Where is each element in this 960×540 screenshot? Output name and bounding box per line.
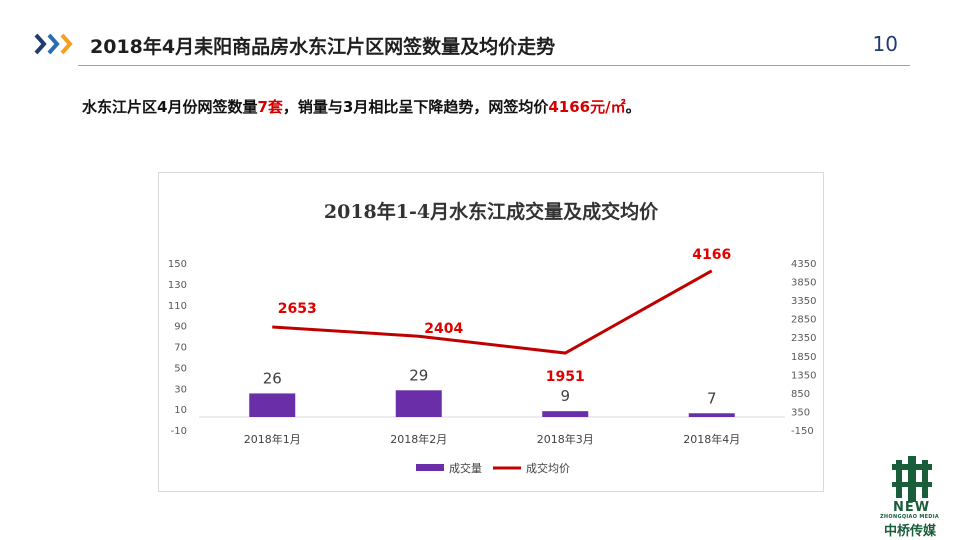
legend-label-volume: 成交量: [449, 461, 482, 475]
x-category-label: 2018年2月: [390, 432, 447, 446]
y-right-tick-label: -150: [791, 426, 814, 437]
x-category-label: 2018年1月: [244, 432, 301, 446]
bar-volume: [542, 411, 589, 417]
bar-value-label: 7: [707, 389, 717, 407]
line-value-label: 1951: [546, 369, 585, 385]
combo-chart: 2018年1-4月水东江成交量及成交均价 -10 10 30 50 70 90 110 130…: [168, 200, 817, 475]
line-value-label: 4166: [692, 247, 731, 263]
y-left-tick-label: 110: [168, 301, 187, 312]
chart-panel: 2018年1-4月水东江成交量及成交均价 -10 10 30 50 70 90 110 130…: [158, 172, 824, 492]
bar-volume: [249, 393, 296, 417]
summary-middle: ，销量与3月相比呈下降趋势，网签均价: [282, 98, 549, 116]
page-title: 2018年4月耒阳商品房水东江片区网签数量及均价走势: [90, 36, 556, 58]
y-left-tick-label: 30: [174, 384, 187, 395]
summary-suffix: 。: [625, 98, 641, 116]
y-right-tick-label: 4350: [791, 259, 816, 270]
header-divider: [78, 65, 910, 66]
y-left-tick-label: 10: [174, 405, 187, 416]
summary-prefix: 水东江片区4月份网签数量: [82, 98, 258, 116]
summary-price: 4166元/㎡: [548, 98, 626, 116]
y-right-tick-label: 350: [791, 407, 810, 418]
y-right-tick-label: 2350: [791, 333, 816, 344]
y-right-tick-label: 850: [791, 389, 810, 400]
y-left-tick-label: 50: [174, 363, 187, 374]
y-left-tick-label: 70: [174, 343, 187, 354]
brand-logo-icon: [892, 456, 932, 502]
bar-value-label: 9: [560, 387, 570, 405]
header-arrows-icon: [34, 33, 73, 55]
bar-value-label: 29: [409, 366, 428, 384]
series-line-price: [272, 269, 713, 355]
y-right-tick-label: 2850: [791, 315, 816, 326]
y-right-tick-label: 3850: [791, 278, 816, 289]
x-category-label: 2018年3月: [537, 432, 594, 446]
y-right-tick-label: 1350: [791, 370, 816, 381]
brand-sub-label: ZHONGQIAO MEDIA: [880, 514, 940, 520]
bar-volume: [688, 413, 735, 417]
line-value-label: 2404: [424, 321, 463, 337]
line-value-label: 2653: [278, 301, 317, 317]
page-number: 10: [872, 32, 898, 56]
y-left-tick-label: 130: [168, 280, 187, 291]
bar-volume: [395, 390, 442, 417]
y-left-tick-label: 150: [168, 259, 187, 270]
y-right-tick-label: 3350: [791, 296, 816, 307]
x-category-label: 2018年4月: [683, 432, 740, 446]
legend-swatch-volume: [416, 464, 444, 471]
chart-title: 2018年1-4月水东江成交量及成交均价: [324, 200, 659, 223]
brand-new-label: NEW: [893, 500, 931, 515]
summary-count: 7套: [257, 98, 283, 116]
y-right-tick-label: 1850: [791, 352, 816, 363]
bar-value-label: 26: [263, 369, 282, 387]
y-left-tick-label: -10: [171, 426, 187, 437]
brand-name: 中桥传媒: [884, 524, 937, 539]
y-left-tick-label: 90: [174, 322, 187, 333]
legend-label-price: 成交均价: [526, 461, 570, 475]
summary-text: 水东江片区4月份网签数量7套，销量与3月相比呈下降趋势，网签均价4166元/㎡。: [82, 96, 641, 117]
